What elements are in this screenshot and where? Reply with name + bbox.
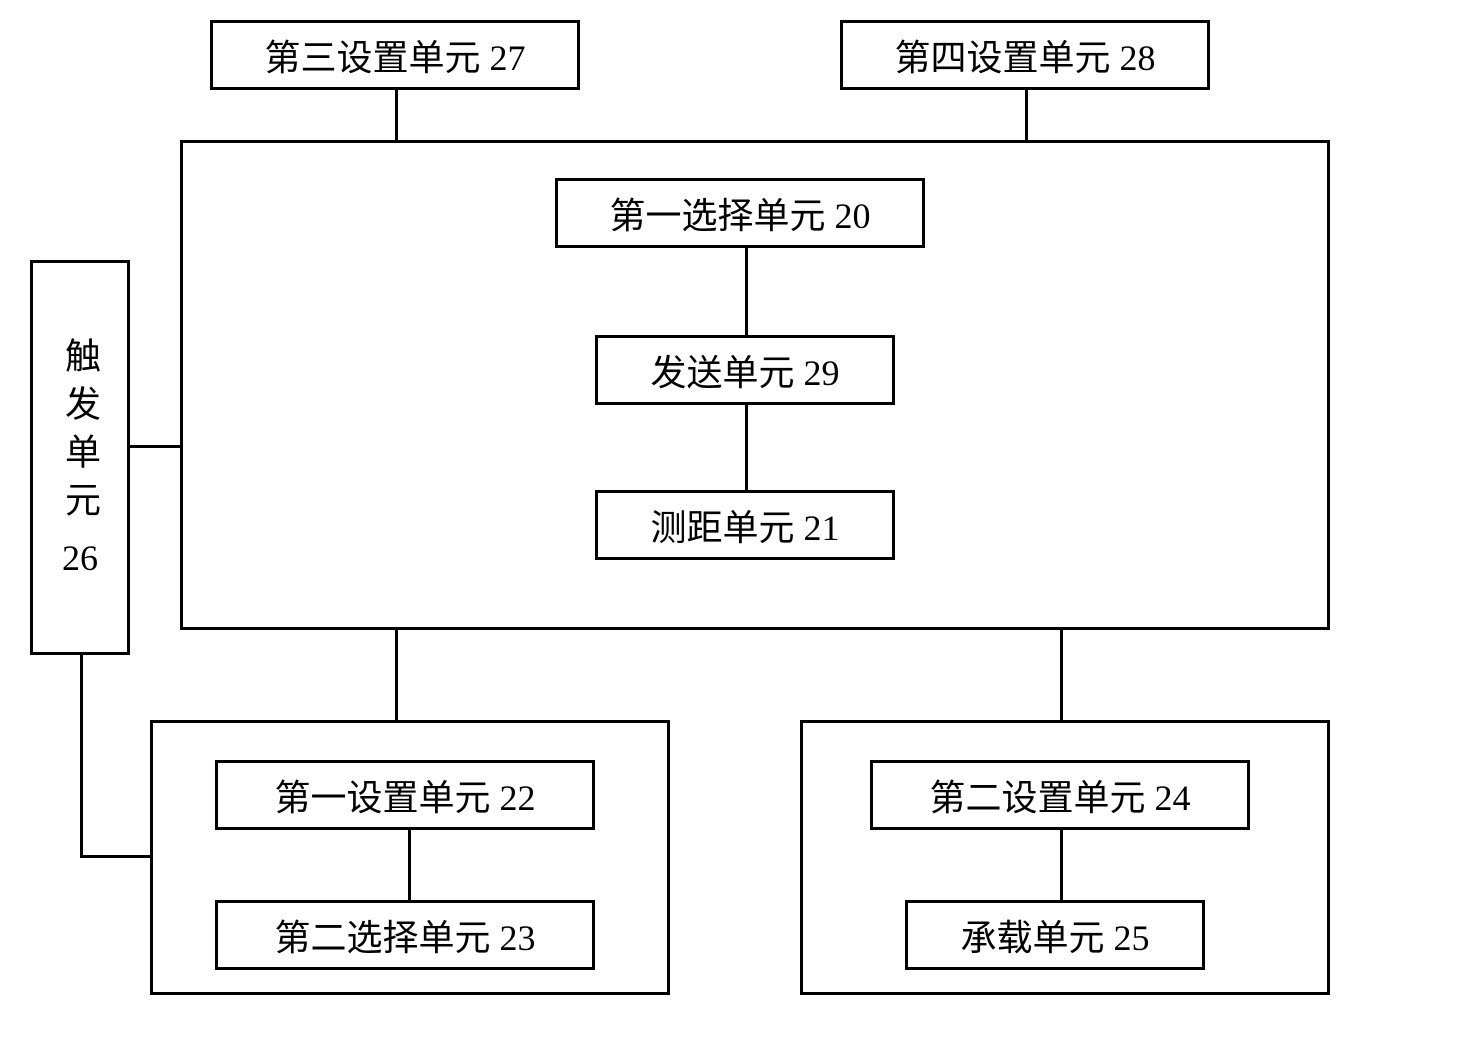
edge-main-right — [1060, 630, 1063, 720]
node-box21: 测距单元 21 — [595, 490, 895, 560]
block-diagram: 第三设置单元 27 第四设置单元 28 第一选择单元 20 发送单元 29 测距… — [0, 0, 1484, 1052]
label-box24: 第二设置单元 24 — [929, 769, 1190, 821]
label-box21: 测距单元 21 — [650, 499, 839, 551]
edge-27-main — [395, 90, 398, 140]
node-box20: 第一选择单元 20 — [555, 178, 925, 248]
node-box26: 触发单元 26 — [30, 260, 130, 655]
num-box26: 26 — [62, 537, 98, 579]
node-box25: 承载单元 25 — [905, 900, 1205, 970]
edge-main-left — [395, 630, 398, 720]
node-box24: 第二设置单元 24 — [870, 760, 1250, 830]
node-box22: 第一设置单元 22 — [215, 760, 595, 830]
node-box23: 第二选择单元 23 — [215, 900, 595, 970]
node-box29: 发送单元 29 — [595, 335, 895, 405]
node-box27: 第三设置单元 27 — [210, 20, 580, 90]
edge-26-left-h — [80, 855, 150, 858]
label-box20: 第一选择单元 20 — [609, 187, 870, 239]
label-box25: 承载单元 25 — [960, 909, 1149, 961]
node-box28: 第四设置单元 28 — [840, 20, 1210, 90]
edge-26-left-v — [80, 655, 83, 858]
label-box23: 第二选择单元 23 — [274, 909, 535, 961]
edge-26-main — [130, 445, 180, 448]
label-box26: 触发单元 — [54, 337, 106, 529]
edge-20-29 — [745, 248, 748, 335]
label-box29: 发送单元 29 — [650, 344, 839, 396]
edge-24-25 — [1060, 830, 1063, 900]
edge-28-main — [1025, 90, 1028, 140]
edge-22-23 — [408, 830, 411, 900]
label-box28: 第四设置单元 28 — [894, 29, 1155, 81]
label-box22: 第一设置单元 22 — [274, 769, 535, 821]
edge-29-21 — [745, 405, 748, 490]
label-box27: 第三设置单元 27 — [264, 29, 525, 81]
